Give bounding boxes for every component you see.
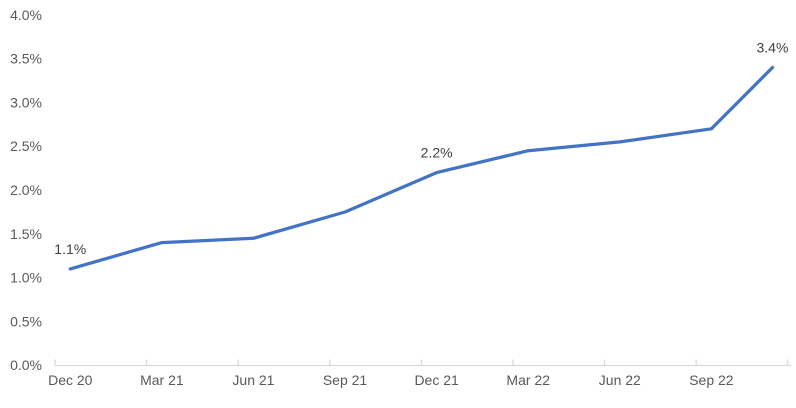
x-axis-tick-label: Jun 22 [599,372,641,388]
x-axis-tick-label: Dec 21 [414,372,459,388]
data-series-line [68,65,775,271]
x-axis-tick-label: Mar 21 [140,372,184,388]
x-axis-tick-label: Jun 21 [232,372,274,388]
x-axis-tick-label: Dec 20 [48,372,93,388]
x-axis-tick-label: Sep 21 [323,372,368,388]
y-axis-tick-label: 1.5% [10,226,42,242]
data-point-label: 3.4% [756,39,788,55]
x-axis-tick-label: Mar 22 [506,372,550,388]
y-axis-tick-label: 3.0% [10,94,42,110]
data-point-label: 1.1% [54,241,86,257]
x-axis-tick-label: Sep 22 [689,372,734,388]
y-axis-tick-label: 1.0% [10,270,42,286]
y-axis-tick-label: 2.5% [10,138,42,154]
data-point-label: 2.2% [421,144,453,160]
y-axis-tick-label: 3.5% [10,51,42,67]
y-axis-tick-label: 0.5% [10,313,42,329]
y-axis-tick-label: 4.0% [10,7,42,23]
y-axis-tick-label: 0.0% [10,357,42,373]
y-axis-tick-label: 2.0% [10,182,42,198]
